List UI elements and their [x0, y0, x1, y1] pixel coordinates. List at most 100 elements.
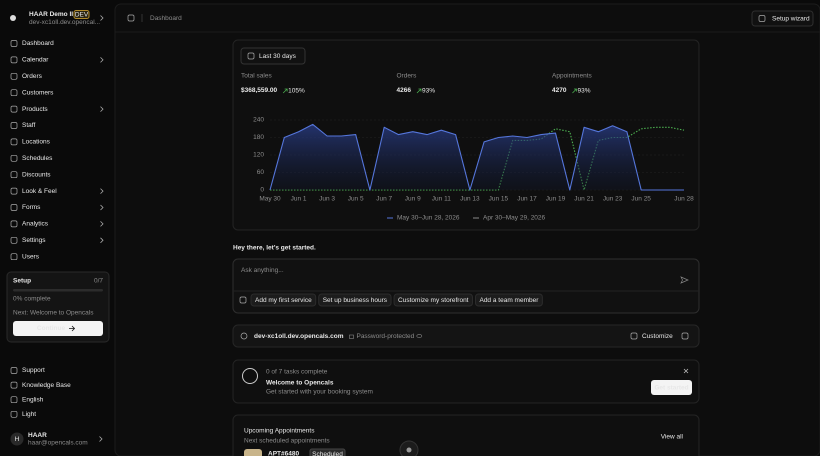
floating-icon [406, 447, 412, 453]
chip[interactable] [393, 293, 473, 307]
range-button[interactable] [240, 47, 306, 65]
icon [10, 154, 18, 162]
chevron [100, 237, 104, 244]
chip-text: Set up business hours [323, 297, 388, 304]
nav-item[interactable]: Locations [22, 139, 51, 146]
setup-wizard-button[interactable] [751, 10, 814, 27]
x-tick-label: Jun 17 [517, 196, 537, 203]
x-tick-label: Jun 28 [674, 196, 694, 203]
y-tick-label: 240 [253, 117, 264, 124]
stat-label: Appointments [552, 73, 592, 80]
dev-badge-text: DEV [75, 12, 89, 19]
trend-icon [282, 88, 288, 94]
icon [10, 410, 18, 418]
icon [10, 40, 18, 47]
footer-link[interactable]: Support [22, 367, 45, 374]
stat-value: 4270 [552, 87, 567, 94]
nav-item[interactable]: Schedules [22, 155, 53, 162]
stat-label: Orders [397, 73, 418, 80]
nav-item[interactable]: Calendar [22, 57, 49, 64]
icon [630, 332, 638, 340]
upcoming-card [232, 414, 700, 456]
icon [10, 204, 18, 211]
nav-item[interactable]: Orders [22, 73, 43, 80]
y-tick-label: 180 [253, 134, 264, 141]
nav-item[interactable]: Settings [22, 237, 46, 244]
icon [10, 367, 18, 374]
setup-next: Next: Welcome to Opencals [13, 310, 94, 317]
continue-button[interactable] [13, 321, 103, 336]
stat-value: $368,559.00 [241, 87, 278, 94]
x-tick-label: Jun 5 [348, 196, 364, 203]
view-all-button[interactable]: View all [661, 434, 684, 441]
stat-change: 93% [577, 88, 590, 95]
get-started-button[interactable] [651, 380, 692, 395]
globe-icon [240, 332, 248, 340]
customize-button[interactable]: Customize [642, 333, 673, 340]
icon [10, 122, 18, 129]
x-tick-label: Jun 19 [546, 196, 566, 203]
footer-link[interactable]: Light [22, 411, 36, 418]
nav-item[interactable]: Users [22, 253, 40, 260]
nav-item[interactable]: Customers [22, 89, 54, 96]
nav-item[interactable]: Products [22, 106, 48, 113]
chevron [100, 204, 104, 211]
nav-item[interactable]: Analytics [22, 221, 49, 228]
workspace-logo [10, 15, 16, 21]
x-tick-label: Jun 15 [489, 196, 509, 203]
close-icon[interactable] [683, 368, 689, 374]
icon [239, 296, 247, 304]
trend-icon [572, 88, 577, 94]
chip-text: Add a team member [479, 297, 539, 304]
icon [10, 105, 18, 113]
icon [247, 52, 255, 60]
chip[interactable] [318, 293, 392, 307]
lock-icon [349, 334, 354, 339]
x-tick-label: Jun 9 [405, 196, 421, 203]
icon [681, 332, 689, 340]
range-text: Last 30 days [259, 53, 297, 60]
progress-ring [242, 368, 258, 384]
breadcrumb: Dashboard [150, 15, 182, 22]
icon [10, 220, 18, 228]
icon [10, 89, 18, 97]
nav-item[interactable]: Staff [22, 122, 35, 129]
arrow-icon [69, 325, 76, 332]
footer-link[interactable]: English [22, 396, 44, 403]
icon [10, 138, 18, 146]
chevron [99, 436, 103, 442]
chevron [100, 15, 104, 21]
x-tick-label: May 30 [259, 196, 281, 203]
x-tick-label: Jun 25 [631, 196, 651, 203]
stat-value: 4266 [397, 87, 412, 94]
setup-progress: 0/7 [94, 278, 103, 285]
tasks-title: Welcome to Opencals [266, 380, 334, 387]
stat-label: Total sales [241, 73, 272, 80]
nav-item[interactable]: Look & Feel [22, 188, 57, 195]
chip-text: Add my first service [255, 297, 312, 304]
chip[interactable] [250, 293, 317, 307]
footer-link[interactable]: Knowledge Base [22, 382, 71, 389]
chevron [100, 221, 104, 227]
nav-item[interactable]: Discounts [22, 171, 51, 178]
series-area [270, 124, 684, 190]
stat-change: 105% [288, 88, 305, 95]
legend-label: May 30–Jun 28, 2026 [397, 215, 460, 222]
x-tick-label: Jun 7 [376, 196, 392, 203]
dev-badge [73, 10, 90, 19]
status-badge-text: Scheduled [312, 451, 343, 456]
user-name: HAAR [28, 432, 47, 439]
x-tick-label: Jun 23 [603, 196, 623, 203]
chevron [100, 188, 104, 194]
nav-item[interactable]: Dashboard [22, 40, 54, 47]
x-tick-label: Jun 1 [291, 196, 307, 203]
status-badge [309, 448, 346, 456]
nav-item[interactable]: Forms [22, 204, 41, 211]
chip[interactable] [474, 293, 543, 307]
prompt-placeholder: Ask anything... [241, 267, 284, 274]
upcoming-title: Upcoming Appointments [244, 428, 315, 435]
setup-wizard-text: Setup wizard [772, 16, 810, 23]
